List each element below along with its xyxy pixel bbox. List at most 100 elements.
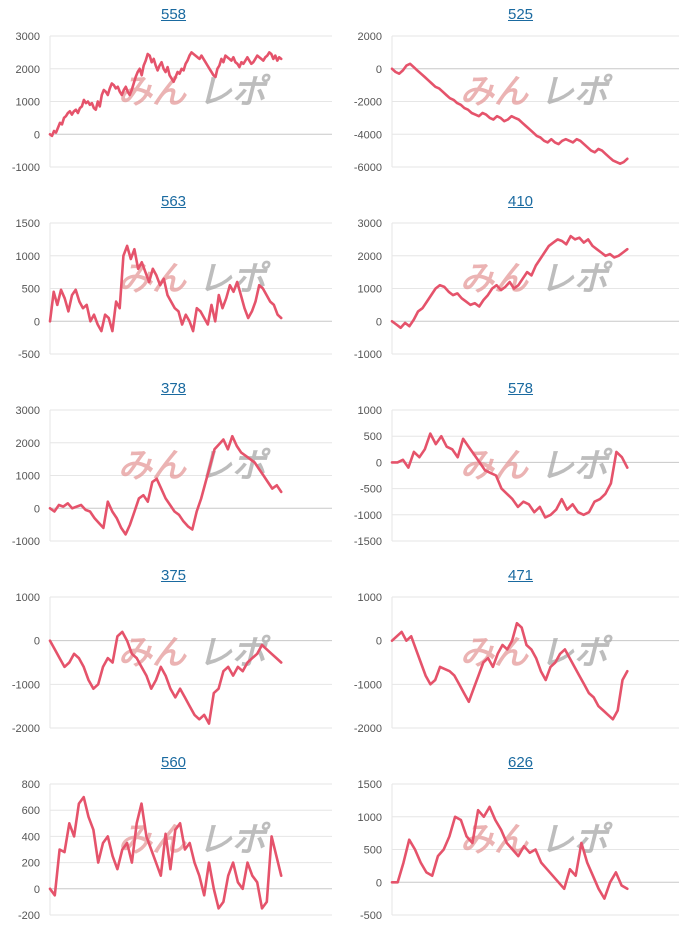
chart-panel: 410 3000 2000 1000 0 -1000 みん レポ [347,187,694,374]
y-tick-label: 0 [376,636,382,648]
y-tick-label: -500 [360,910,382,922]
y-tick-label: -1000 [12,536,40,548]
line-chart: 1500 1000 500 0 -500 みん レポ [16,218,332,361]
y-tick-label: -500 [18,349,40,361]
chart-panel: 626 1500 1000 500 0 -500 みん レポ [347,748,694,935]
y-tick-label: -2000 [354,723,382,735]
series-line [390,805,629,900]
y-tick-label: 1000 [16,471,40,483]
watermark-text-red: みん [460,446,529,486]
y-tick-label: 200 [22,858,40,870]
y-tick-label: 1500 [358,779,382,791]
series-line [390,234,629,330]
y-tick-label: 1000 [16,97,40,109]
y-tick-label: 400 [22,831,40,843]
y-tick-label: 1000 [358,812,382,824]
y-tick-label: 800 [22,779,40,791]
y-tick-label: 0 [376,64,382,76]
y-tick-label: 0 [34,316,40,328]
y-tick-label: -1000 [12,679,40,691]
chart-title-link[interactable]: 378 [160,380,187,397]
y-tick-label: 2000 [16,64,40,76]
line-chart: 1000 0 -1000 -2000 みん レポ [354,592,679,735]
series-line [48,244,283,333]
y-tick-label: -1000 [12,162,40,174]
series-line [48,795,283,910]
chart-panel: 525 2000 0 -2000 -4000 -6000 みん レポ [347,0,694,187]
watermark-logo: みん レポ [460,820,613,860]
line-chart: 3000 2000 1000 0 -1000 みん レポ [354,218,679,361]
watermark-text-red: みん [460,259,529,299]
line-chart: 1000 500 0 -500 -1000 -1500 みん レポ [354,405,679,548]
y-tick-label: -500 [360,484,382,496]
chart-panel: 471 1000 0 -1000 -2000 みん レポ [347,561,694,748]
watermark-text-red: みん [118,446,187,486]
y-tick-label: 2000 [358,31,382,43]
line-chart: 2000 0 -2000 -4000 -6000 みん レポ [354,31,679,174]
chart-title-link[interactable]: 558 [160,6,187,23]
line-chart: 3000 2000 1000 0 -1000 みん レポ [12,405,332,548]
watermark-text-red: みん [118,259,187,299]
y-tick-label: 0 [34,636,40,648]
y-tick-label: -1000 [354,679,382,691]
y-tick-label: -2000 [354,97,382,109]
y-tick-label: 500 [22,284,40,296]
y-tick-label: -4000 [354,129,382,141]
watermark-text-red: みん [460,72,529,112]
chart-title-link[interactable]: 525 [507,6,534,23]
chart-title-link[interactable]: 626 [507,754,534,771]
chart-title-link[interactable]: 560 [160,754,187,771]
y-tick-label: 0 [34,129,40,141]
watermark-logo: みん レポ [118,633,271,673]
chart-title-link[interactable]: 578 [507,380,534,397]
watermark-logo: みん レポ [118,72,271,112]
watermark-text-gray: レポ [198,259,271,299]
watermark-logo: みん レポ [118,446,271,486]
watermark-text-red: みん [460,633,529,673]
y-tick-label: 500 [364,845,382,857]
watermark-logo: みん レポ [460,259,613,299]
chart-title-link[interactable]: 375 [160,567,187,584]
watermark-text-gray: レポ [198,72,271,112]
y-tick-label: 2000 [358,251,382,263]
y-tick-label: 600 [22,805,40,817]
chart-panel: 563 1500 1000 500 0 -500 みん レポ [0,187,347,374]
y-tick-label: 0 [376,877,382,889]
watermark-text-gray: レポ [540,259,613,299]
y-tick-label: -1500 [354,536,382,548]
y-tick-label: 0 [376,457,382,469]
y-tick-label: 0 [376,316,382,328]
watermark-logo: みん レポ [460,633,613,673]
y-tick-label: 3000 [16,31,40,43]
watermark-logo: みん レポ [118,820,271,860]
line-chart: 1000 0 -1000 -2000 みん レポ [12,592,332,735]
series-line [48,434,283,536]
y-tick-label: 1000 [358,284,382,296]
y-tick-label: -1000 [354,349,382,361]
series-line [390,621,629,721]
watermark-text-gray: レポ [540,72,613,112]
y-tick-label: 0 [34,503,40,515]
y-tick-label: 1000 [16,251,40,263]
chart-title-link[interactable]: 563 [160,193,187,210]
y-tick-label: 1000 [358,592,382,604]
series-line [390,432,629,519]
series-line [48,630,283,725]
chart-panel: 578 1000 500 0 -500 -1000 -1500 みん レポ [347,374,694,561]
watermark-logo: みん レポ [460,72,613,112]
watermark-text-gray: レポ [198,633,271,673]
y-tick-label: 3000 [358,218,382,230]
chart-panel: 558 3000 2000 1000 0 -1000 みん レポ [0,0,347,187]
y-tick-label: 1000 [358,405,382,417]
watermark-text-gray: レポ [540,820,613,860]
y-tick-label: 1500 [16,218,40,230]
y-tick-label: -1000 [354,510,382,522]
y-tick-label: 3000 [16,405,40,417]
chart-panel: 560 800 600 400 200 0 -200 みん レポ [0,748,347,935]
y-tick-label: 2000 [16,438,40,450]
chart-title-link[interactable]: 410 [507,193,534,210]
y-tick-label: -200 [18,910,40,922]
chart-title-link[interactable]: 471 [507,567,534,584]
y-tick-label: -6000 [354,162,382,174]
line-chart: 800 600 400 200 0 -200 みん レポ [18,779,332,922]
